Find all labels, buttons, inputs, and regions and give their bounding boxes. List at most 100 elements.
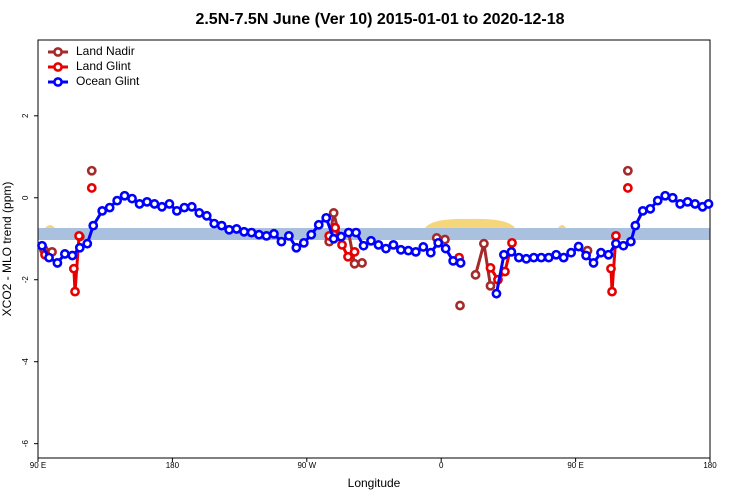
data-point bbox=[246, 227, 257, 238]
data-point bbox=[611, 238, 621, 249]
data-point bbox=[82, 238, 93, 249]
data-point bbox=[703, 199, 714, 209]
data-point bbox=[381, 243, 391, 254]
data-point bbox=[104, 202, 115, 213]
data-point bbox=[675, 199, 686, 209]
y-axis-label: XCO2 - MLO trend (ppm) bbox=[0, 182, 14, 317]
data-point bbox=[506, 246, 517, 257]
data-point bbox=[479, 238, 489, 249]
x-axis-label: Longitude bbox=[348, 476, 401, 490]
data-point bbox=[70, 286, 80, 297]
plot-frame bbox=[37, 39, 711, 459]
data-point bbox=[68, 263, 79, 274]
data-point bbox=[566, 247, 577, 258]
data-point bbox=[321, 212, 332, 223]
data-point bbox=[313, 219, 324, 230]
data-point bbox=[328, 233, 339, 244]
data-point bbox=[513, 252, 524, 263]
data-point bbox=[298, 237, 309, 248]
data-point bbox=[388, 240, 399, 250]
data-point bbox=[239, 226, 249, 237]
data-point bbox=[179, 202, 190, 213]
data-point bbox=[231, 224, 242, 234]
data-point bbox=[485, 280, 496, 291]
data-point bbox=[171, 205, 182, 216]
data-point bbox=[625, 236, 636, 247]
data-point bbox=[336, 231, 347, 242]
data-point bbox=[216, 220, 227, 231]
data-point bbox=[59, 249, 70, 259]
data-point bbox=[588, 258, 599, 268]
data-point bbox=[349, 246, 360, 257]
data-point bbox=[330, 222, 341, 233]
data-point bbox=[573, 241, 584, 252]
data-point bbox=[425, 247, 436, 258]
data-point bbox=[603, 249, 614, 260]
y-tick-label: -4 bbox=[21, 358, 30, 366]
data-point bbox=[276, 236, 287, 247]
data-point bbox=[291, 242, 302, 253]
data-point bbox=[209, 218, 220, 229]
data-point bbox=[201, 210, 212, 221]
x-tick-label: 90 W bbox=[297, 461, 316, 470]
legend-marker bbox=[53, 47, 63, 57]
data-point bbox=[491, 288, 502, 299]
data-point bbox=[119, 190, 130, 201]
x-tick-label: 180 bbox=[703, 461, 717, 470]
y-tick-label: 2 bbox=[21, 113, 30, 118]
data-point bbox=[558, 252, 569, 263]
data-point bbox=[611, 230, 621, 241]
data-point bbox=[485, 262, 496, 273]
data-point bbox=[607, 286, 617, 297]
data-point bbox=[630, 220, 641, 231]
data-point bbox=[357, 258, 367, 268]
legend-marker bbox=[53, 62, 63, 72]
y-tick-label: 0 bbox=[21, 195, 30, 200]
data-point bbox=[652, 195, 663, 206]
data-point bbox=[521, 253, 532, 264]
data-point bbox=[349, 258, 360, 269]
legend-marker bbox=[53, 77, 63, 87]
data-point bbox=[37, 240, 47, 251]
data-point bbox=[67, 250, 78, 261]
data-point bbox=[194, 208, 205, 218]
data-point bbox=[134, 199, 145, 209]
data-point bbox=[660, 190, 671, 201]
map-land bbox=[425, 218, 515, 228]
data-point bbox=[440, 243, 451, 254]
data-point bbox=[455, 258, 466, 268]
data-point bbox=[433, 237, 444, 248]
chart-title: 2.5N-7.5N June (Ver 10) 2015-01-01 to 20… bbox=[195, 11, 564, 28]
data-point bbox=[157, 201, 167, 212]
data-point bbox=[536, 252, 547, 263]
data-point bbox=[269, 228, 279, 239]
data-point bbox=[507, 237, 517, 248]
data-point bbox=[328, 208, 339, 218]
data-point bbox=[551, 249, 562, 260]
data-point bbox=[622, 183, 633, 193]
x-tick-label: 0 bbox=[439, 461, 444, 470]
data-point bbox=[164, 199, 175, 209]
data-point bbox=[337, 240, 347, 250]
data-point bbox=[448, 255, 459, 266]
data-point bbox=[86, 165, 97, 176]
data-point bbox=[645, 203, 656, 214]
data-point bbox=[622, 165, 633, 176]
data-point bbox=[366, 235, 376, 246]
data-point bbox=[283, 230, 294, 241]
x-tick-label: 90 E bbox=[567, 461, 583, 470]
data-point bbox=[351, 227, 361, 238]
data-point bbox=[97, 205, 108, 216]
data-point bbox=[528, 252, 539, 263]
data-point bbox=[682, 196, 693, 207]
data-point bbox=[395, 244, 406, 255]
legend-label: Land Glint bbox=[76, 59, 131, 73]
data-point bbox=[224, 224, 235, 235]
data-point bbox=[373, 240, 384, 250]
data-point bbox=[74, 242, 85, 253]
data-point bbox=[543, 252, 554, 263]
data-point bbox=[637, 205, 648, 216]
legend-label: Ocean Glint bbox=[76, 74, 140, 88]
data-point bbox=[343, 251, 353, 262]
